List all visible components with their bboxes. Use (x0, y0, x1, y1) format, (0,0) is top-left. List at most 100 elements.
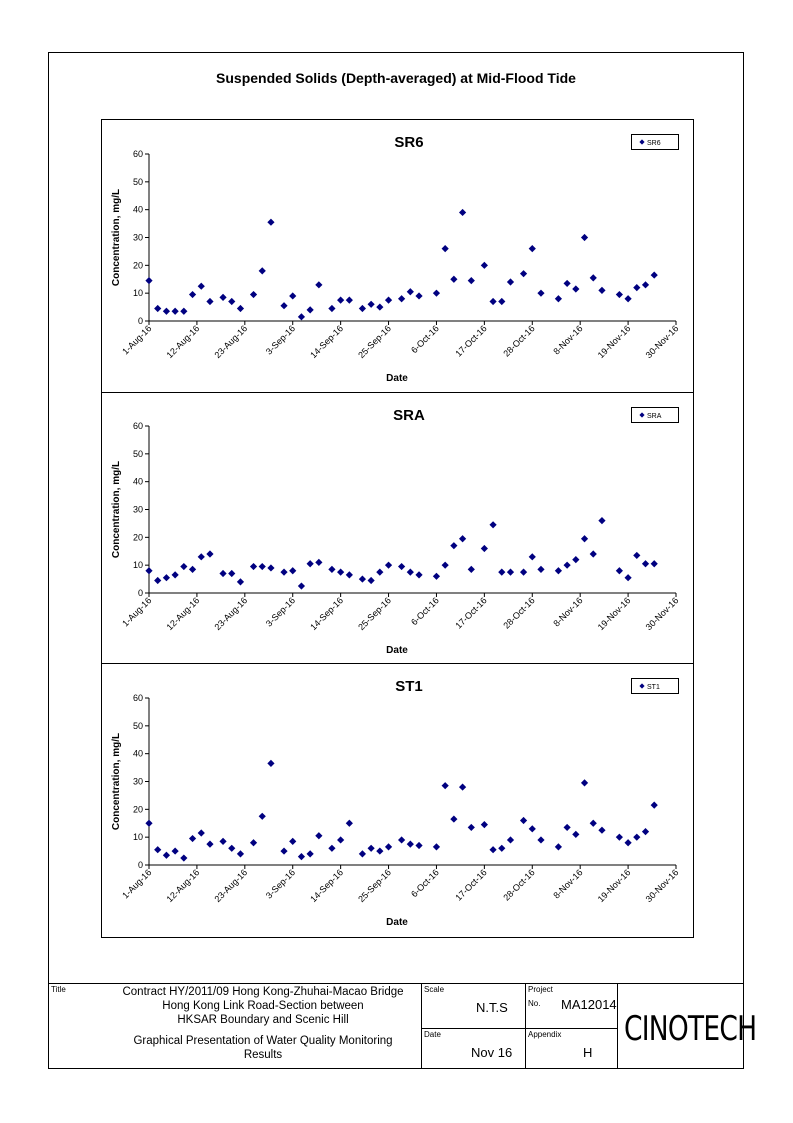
tb-divider-1 (421, 983, 422, 1069)
data-point (206, 550, 214, 558)
data-point (441, 561, 449, 569)
y-tick-label: 50 (133, 177, 143, 187)
data-point (297, 582, 306, 590)
data-point (458, 535, 467, 543)
x-axis-label: Date (386, 645, 408, 656)
data-point (432, 289, 441, 297)
data-point (406, 288, 414, 296)
data-point (337, 296, 345, 304)
data-point (171, 307, 179, 315)
data-point (328, 844, 336, 852)
chart-border (101, 392, 694, 664)
data-point (467, 565, 475, 573)
data-point (289, 292, 297, 300)
data-point (563, 561, 571, 569)
data-point (589, 819, 597, 827)
y-tick-label: 50 (133, 449, 143, 459)
data-point (415, 841, 423, 850)
data-point (280, 847, 288, 855)
data-point (206, 297, 214, 306)
data-point (498, 297, 506, 306)
data-point (641, 281, 650, 289)
data-point (367, 844, 375, 852)
data-point (171, 847, 179, 855)
data-point (258, 562, 266, 571)
tb-title-text: Contract HY/2011/09 Hong Kong-Zhuhai-Mac… (88, 985, 438, 1027)
data-point (528, 245, 536, 253)
data-point (384, 296, 393, 304)
legend-label: ST1 (647, 684, 660, 691)
data-point (528, 553, 536, 561)
data-point (306, 560, 314, 568)
data-point (197, 282, 205, 290)
data-point (572, 556, 580, 564)
data-point (572, 830, 580, 838)
data-point (145, 277, 153, 285)
y-tick-label: 30 (133, 233, 143, 243)
tb-date-value: Nov 16 (471, 1045, 513, 1060)
data-point (258, 812, 266, 820)
data-point (345, 819, 353, 827)
legend-marker (639, 683, 645, 689)
data-point (219, 837, 227, 845)
data-point (267, 564, 275, 572)
data-point (197, 553, 205, 561)
data-point (480, 821, 488, 829)
data-point (650, 801, 658, 809)
data-point (358, 575, 367, 583)
data-point (197, 829, 205, 837)
legend-label: SRA (647, 413, 662, 420)
data-point (145, 567, 153, 575)
data-point (506, 836, 515, 844)
data-point (563, 823, 571, 832)
data-point (154, 304, 162, 313)
y-tick-label: 10 (133, 288, 143, 298)
data-point (498, 568, 506, 576)
legend-marker (639, 139, 645, 145)
data-point (563, 279, 571, 288)
data-point (480, 544, 488, 553)
data-point (337, 836, 345, 844)
y-axis-label: Concentration, mg/L (111, 189, 122, 286)
chart-border (101, 119, 694, 393)
data-point (432, 843, 441, 851)
data-point (306, 850, 314, 858)
data-point (345, 571, 353, 579)
x-axis-label: Date (386, 373, 408, 384)
data-point (519, 816, 528, 825)
tb-top-line (48, 983, 744, 984)
y-tick-label: 0 (138, 860, 143, 870)
data-point (498, 844, 506, 852)
data-point (615, 567, 623, 575)
data-point (249, 290, 258, 299)
tb-subtitle-text: Graphical Presentation of Water Quality … (88, 1034, 438, 1062)
data-point (489, 846, 497, 854)
tb-title-line-3: HKSAR Boundary and Scenic Hill (177, 1014, 349, 1026)
y-tick-label: 20 (133, 260, 143, 270)
data-point (580, 233, 589, 242)
y-tick-label: 20 (133, 804, 143, 814)
data-point (297, 853, 306, 861)
data-point (506, 568, 515, 576)
y-tick-label: 40 (133, 205, 143, 215)
data-point (615, 290, 623, 299)
data-point (384, 561, 393, 569)
y-tick-label: 10 (133, 560, 143, 570)
tb-appendix-label: Appendix (528, 1030, 562, 1039)
tb-appendix-value: H (583, 1045, 593, 1060)
data-point (367, 576, 375, 585)
data-point (249, 562, 258, 571)
data-point (345, 296, 353, 304)
data-point (528, 825, 536, 833)
data-point (315, 832, 323, 840)
data-point (598, 517, 606, 525)
data-point (554, 567, 563, 575)
y-tick-label: 20 (133, 532, 143, 542)
data-point (398, 836, 406, 844)
data-point (180, 562, 188, 571)
data-point (641, 828, 650, 836)
page-title: Suspended Solids (Depth-averaged) at Mid… (216, 70, 576, 86)
data-point (406, 568, 414, 576)
data-point (450, 542, 458, 550)
data-point (228, 297, 236, 306)
